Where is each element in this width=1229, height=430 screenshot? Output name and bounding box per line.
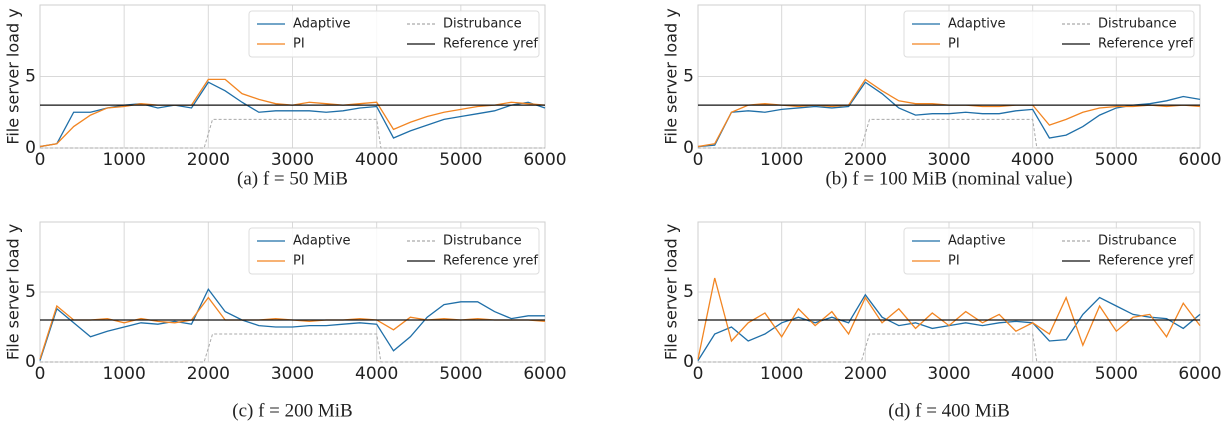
- series-line: [698, 333, 1200, 363]
- legend-label: PI: [293, 37, 305, 52]
- x-tick-label: 1000: [103, 364, 146, 384]
- series-line: [698, 118, 1200, 149]
- x-tick-label: 2000: [187, 364, 230, 384]
- legend-label: Distrubance: [443, 234, 522, 249]
- series-line: [697, 81, 1201, 148]
- y-tick-label: 0: [683, 352, 694, 372]
- x-tick-label: 1000: [760, 150, 803, 170]
- legend-box: [903, 227, 1195, 275]
- x-tick-label: 5000: [1095, 364, 1138, 384]
- legend-label: PI: [948, 254, 960, 269]
- caption: (d) f = 400 MiB: [888, 400, 1010, 421]
- series-line: [39, 287, 545, 361]
- legend-label: PI: [293, 254, 305, 269]
- legend-box: [903, 10, 1195, 58]
- series-line: [40, 118, 545, 149]
- x-tick-label: 5000: [1095, 150, 1138, 170]
- x-tick-label: 1000: [103, 150, 146, 170]
- y-axis-label: File server load y: [662, 8, 681, 144]
- y-axis-label: File server load y: [662, 224, 681, 360]
- y-tick-label: 5: [683, 67, 694, 87]
- x-tick-label: 6000: [523, 364, 566, 384]
- legend-label: Reference yref: [1098, 254, 1193, 269]
- legend-label: Adaptive: [293, 234, 351, 249]
- x-tick-label: 3000: [271, 150, 314, 170]
- series-line: [40, 333, 545, 363]
- x-tick-label: 6000: [523, 150, 566, 170]
- y-tick-label: 5: [25, 282, 36, 302]
- legend-label: Distrubance: [1098, 234, 1177, 249]
- legend-box: [248, 10, 540, 58]
- y-tick-label: 0: [25, 138, 36, 158]
- legend-label: Reference yref: [443, 254, 538, 269]
- legend-label: Distrubance: [1098, 17, 1177, 32]
- x-tick-label: 4000: [1011, 150, 1054, 170]
- legend-label: Reference yref: [443, 37, 538, 52]
- x-tick-label: 2000: [844, 150, 887, 170]
- legend-box: [248, 227, 540, 275]
- x-tick-label: 4000: [355, 150, 398, 170]
- x-tick-label: 2000: [187, 150, 230, 170]
- x-tick-label: 1000: [760, 364, 803, 384]
- x-tick-label: 2000: [844, 364, 887, 384]
- legend-label: PI: [948, 37, 960, 52]
- legend-label: Adaptive: [948, 17, 1006, 32]
- x-tick-label: 5000: [439, 150, 482, 170]
- y-axis-label: File server load y: [4, 8, 23, 144]
- x-tick-label: 0: [693, 364, 704, 384]
- x-tick-label: 6000: [1178, 364, 1221, 384]
- y-tick-label: 5: [25, 67, 36, 87]
- x-tick-label: 6000: [1178, 150, 1221, 170]
- x-tick-label: 3000: [927, 150, 970, 170]
- y-tick-label: 5: [683, 282, 694, 302]
- series-line: [697, 277, 1201, 360]
- y-axis-label: File server load y: [4, 224, 23, 360]
- caption: (b) f = 100 MiB (nominal value): [825, 168, 1072, 189]
- legend-label: Reference yref: [1098, 37, 1193, 52]
- legend-label: Adaptive: [948, 234, 1006, 249]
- x-tick-label: 0: [693, 150, 704, 170]
- y-tick-label: 0: [25, 352, 36, 372]
- plot-frame: [697, 221, 1201, 363]
- x-tick-label: 5000: [439, 364, 482, 384]
- legend-label: Adaptive: [293, 17, 351, 32]
- x-tick-label: 3000: [271, 364, 314, 384]
- x-tick-label: 3000: [927, 364, 970, 384]
- x-tick-label: 4000: [1011, 364, 1054, 384]
- x-tick-label: 0: [35, 150, 46, 170]
- x-tick-label: 0: [35, 364, 46, 384]
- plot-frame: [39, 221, 546, 363]
- y-tick-label: 0: [683, 138, 694, 158]
- caption: (a) f = 50 MiB: [237, 168, 348, 189]
- x-tick-label: 4000: [355, 364, 398, 384]
- plot-frame: [39, 4, 546, 149]
- plot-frame: [697, 4, 1201, 149]
- legend-label: Distrubance: [443, 17, 522, 32]
- caption: (c) f = 200 MiB: [232, 400, 352, 421]
